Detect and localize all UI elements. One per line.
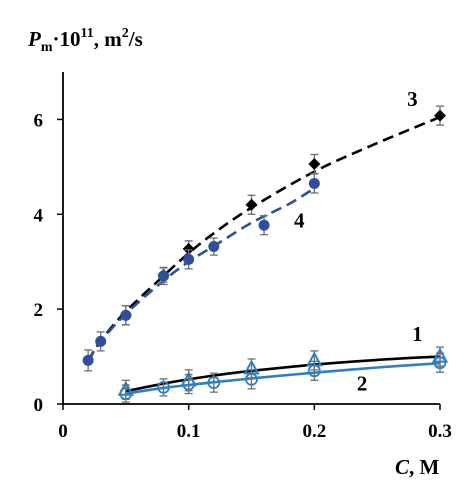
curve-label-4: 4 — [294, 209, 305, 233]
data-point-series-2 — [433, 356, 447, 370]
x-tick-label: 0.3 — [428, 421, 452, 442]
data-point-series-2 — [245, 372, 258, 386]
data-point-series-4 — [95, 335, 107, 347]
curve-label-2: 2 — [357, 372, 368, 396]
data-point-series-4 — [208, 241, 220, 253]
axes — [62, 72, 440, 405]
data-point-series-3 — [434, 109, 446, 122]
data-point-series-3 — [245, 198, 258, 211]
data-point-series-2 — [119, 387, 133, 400]
fit-curves — [86, 115, 441, 395]
data-point-series-4 — [308, 177, 320, 189]
fit-curve-4 — [87, 187, 315, 362]
y-tick-label: 2 — [34, 300, 44, 321]
curve-labels: 3 4 1 2 — [294, 87, 423, 396]
data-point-series-2 — [307, 364, 321, 378]
curve-label-3: 3 — [407, 87, 418, 111]
curve-label-1: 1 — [412, 322, 423, 346]
data-point-series-2 — [182, 377, 196, 391]
y-tick-label: 6 — [34, 110, 44, 131]
data-point-series-3 — [308, 158, 321, 171]
data-point-series-2 — [207, 376, 221, 390]
data-point-series-4 — [120, 309, 132, 321]
data-point-series-4 — [258, 219, 270, 231]
data-point-series-2 — [157, 380, 170, 394]
x-tick-label: 0.2 — [302, 421, 326, 442]
x-tick-label: 0 — [58, 421, 68, 442]
data-point-series-4 — [183, 253, 195, 265]
ticks: 0 0.1 0.2 0.3 0 2 4 6 — [34, 110, 452, 442]
fit-curve-3 — [86, 115, 441, 362]
y-axis-title: Pm·1011, m2/s — [27, 26, 143, 55]
y-tick-label: 4 — [34, 205, 44, 226]
data-point-series-4 — [158, 270, 170, 282]
data-point-series-3 — [182, 242, 195, 255]
y-tick-label: 0 — [34, 395, 44, 416]
x-axis-title: C, M — [395, 455, 440, 479]
x-tick-label: 0.1 — [177, 421, 201, 442]
data-points — [82, 105, 449, 403]
data-point-series-4 — [82, 354, 94, 366]
fit-curve-2 — [125, 361, 441, 395]
